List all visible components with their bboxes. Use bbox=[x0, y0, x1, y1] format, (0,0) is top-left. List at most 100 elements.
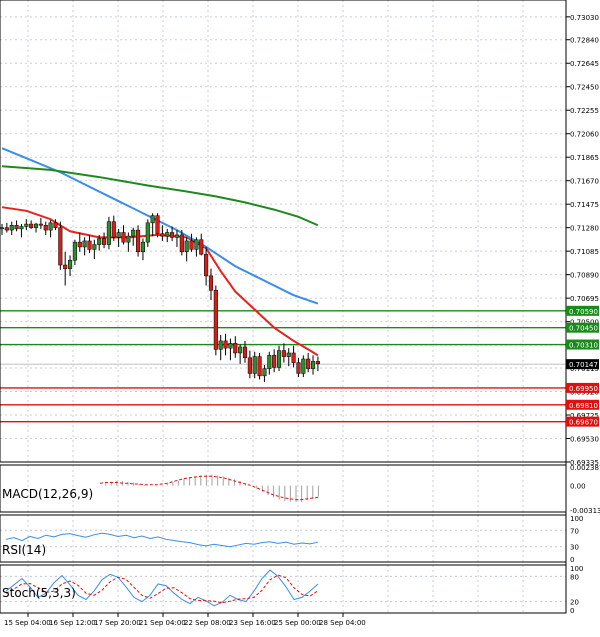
candle bbox=[72, 239, 77, 266]
price-tick-label: 0.71475 bbox=[570, 201, 599, 209]
candle-body bbox=[194, 239, 199, 250]
candle-body bbox=[242, 346, 248, 359]
stoch-tick-label: 80 bbox=[570, 573, 579, 581]
candle bbox=[97, 234, 102, 251]
candle-body bbox=[38, 223, 43, 226]
resistance-level-tag bbox=[566, 305, 599, 316]
candle-body bbox=[29, 223, 34, 228]
price-tick-label: 0.70890 bbox=[570, 272, 599, 280]
candle bbox=[281, 343, 286, 363]
candle-body bbox=[257, 356, 262, 377]
candle bbox=[272, 349, 277, 373]
price-tick-label: 0.69530 bbox=[570, 436, 599, 444]
candle bbox=[33, 222, 39, 233]
time-tick-label: 16 Sep 12:00 bbox=[49, 619, 96, 627]
rsi-line bbox=[5, 532, 319, 548]
candle bbox=[140, 238, 145, 261]
candle-body bbox=[102, 238, 107, 245]
candle bbox=[276, 345, 282, 372]
resistance-level-tag bbox=[566, 322, 599, 333]
rsi-tick-label: 0 bbox=[570, 556, 574, 564]
price-tick-label: 0.69335 bbox=[570, 459, 599, 467]
candle-body bbox=[111, 221, 116, 238]
candle bbox=[306, 352, 311, 373]
candle-body bbox=[9, 225, 14, 231]
price-tick-label: 0.70500 bbox=[570, 319, 599, 327]
candle bbox=[189, 233, 194, 252]
candle bbox=[53, 219, 58, 231]
price-tick-label: 0.72255 bbox=[570, 107, 599, 115]
stoch-tick-label: 0 bbox=[570, 607, 574, 615]
candle bbox=[301, 355, 306, 378]
candle bbox=[252, 351, 257, 379]
rsi-tick-label: 100 bbox=[570, 515, 583, 523]
candle-body bbox=[106, 221, 111, 245]
stoch-label: Stoch(5,3,3) bbox=[2, 586, 76, 600]
candle-body bbox=[247, 357, 252, 374]
candle-body bbox=[97, 238, 102, 245]
candle-body bbox=[136, 229, 141, 253]
candle bbox=[136, 225, 141, 257]
candle bbox=[121, 225, 126, 245]
candle-body bbox=[92, 244, 97, 250]
macd-signal-line bbox=[99, 475, 319, 501]
candle-body bbox=[72, 241, 77, 261]
candle-body bbox=[223, 340, 228, 349]
candle-body bbox=[272, 355, 277, 368]
resistance-level-tag-label: 0.70450 bbox=[569, 325, 598, 333]
price-tick-label: 0.71865 bbox=[570, 154, 599, 162]
candle-body bbox=[174, 234, 180, 238]
candle bbox=[310, 355, 316, 375]
candle bbox=[87, 234, 92, 253]
candle bbox=[296, 357, 301, 378]
candle bbox=[315, 356, 320, 372]
price-tick-label: 0.72060 bbox=[570, 131, 599, 139]
rsi-tick-label: 30 bbox=[570, 544, 579, 552]
candle-body bbox=[145, 222, 150, 243]
candle bbox=[38, 218, 43, 229]
candle-body bbox=[291, 352, 296, 363]
macd-tick-label: 0.002387 bbox=[570, 464, 600, 472]
candle bbox=[43, 221, 48, 235]
candle-body bbox=[301, 358, 306, 374]
candle-body bbox=[281, 350, 286, 357]
candle bbox=[218, 334, 223, 361]
candle-body bbox=[160, 233, 165, 237]
candle bbox=[145, 219, 150, 247]
candle bbox=[82, 237, 87, 256]
candle bbox=[111, 215, 116, 241]
candle bbox=[19, 224, 24, 238]
macd-tick-label: 0.00 bbox=[570, 483, 586, 491]
candle bbox=[150, 213, 155, 237]
candle bbox=[242, 340, 248, 363]
candle bbox=[213, 285, 218, 356]
candle-body bbox=[58, 227, 63, 266]
candle-body bbox=[53, 222, 58, 228]
candle-body bbox=[43, 225, 48, 231]
price-tick-label: 0.71280 bbox=[570, 225, 599, 233]
price-tick-label: 0.72450 bbox=[570, 84, 599, 92]
candle bbox=[291, 345, 296, 368]
candle bbox=[4, 222, 9, 233]
stoch-k-line bbox=[5, 569, 319, 607]
candle-body bbox=[170, 232, 175, 238]
candle bbox=[29, 220, 34, 229]
candle bbox=[63, 251, 68, 286]
candle-body bbox=[276, 350, 282, 368]
price-tick-label: 0.72645 bbox=[570, 60, 599, 68]
candle bbox=[286, 348, 291, 367]
candle-body bbox=[213, 290, 218, 350]
candle bbox=[58, 221, 63, 270]
candle-body bbox=[116, 232, 121, 238]
candle bbox=[160, 225, 165, 241]
candle bbox=[199, 233, 204, 256]
support-level-tag bbox=[566, 399, 599, 410]
candle bbox=[155, 213, 160, 238]
candle bbox=[208, 268, 214, 300]
candle-body bbox=[199, 239, 204, 255]
resistance-level-tag bbox=[566, 339, 599, 350]
support-level-tag bbox=[566, 382, 599, 393]
candle-body bbox=[267, 355, 272, 369]
